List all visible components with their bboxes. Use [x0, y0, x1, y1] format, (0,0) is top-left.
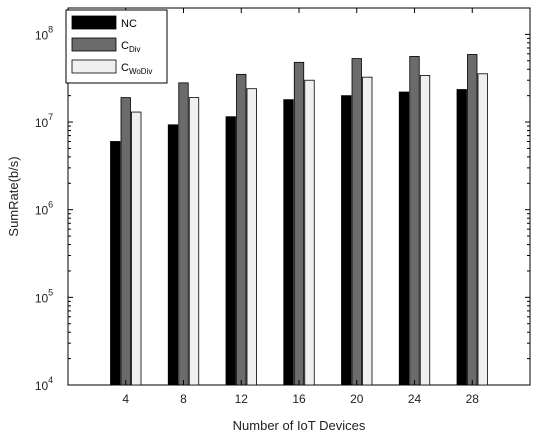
x-tick-label: 8 — [180, 392, 187, 406]
bar — [188, 97, 200, 386]
x-tick-label: 28 — [466, 392, 480, 406]
bar — [131, 111, 142, 386]
x-axis-label: Number of IoT Devices — [233, 418, 366, 433]
x-tick-label: 16 — [292, 392, 306, 406]
legend-swatch — [71, 15, 117, 30]
legend: NC CDiv CWoDiv — [65, 9, 168, 84]
legend-swatch — [71, 37, 117, 52]
bar — [236, 73, 247, 386]
y-tick-label: 105 — [35, 287, 53, 305]
legend-label: NC — [121, 18, 137, 30]
bars — [110, 54, 488, 386]
bar — [456, 89, 467, 386]
bar — [398, 91, 410, 386]
legend-label: CDiv — [121, 40, 141, 54]
y-tick-label: 107 — [35, 112, 53, 130]
bar — [351, 58, 362, 386]
x-tick-label: 20 — [350, 392, 364, 406]
bar — [419, 75, 431, 386]
bar — [293, 61, 305, 386]
bar — [467, 54, 478, 386]
bar — [409, 56, 420, 386]
y-tick-label: 104 — [35, 375, 53, 393]
bar — [246, 88, 257, 386]
legend-swatch — [71, 59, 117, 74]
bar — [362, 76, 373, 386]
y-axis-ticks: 104 105 106 107 108 — [35, 7, 530, 393]
bar — [110, 141, 121, 386]
bar — [120, 97, 131, 386]
x-axis-ticks: 4 8 12 16 20 24 28 — [122, 8, 479, 406]
bar — [341, 95, 352, 386]
bar — [283, 99, 294, 386]
y-tick-label: 108 — [35, 24, 53, 42]
x-tick-label: 24 — [408, 392, 422, 406]
x-tick-label: 12 — [235, 392, 249, 406]
y-tick-label: 106 — [35, 200, 53, 218]
y-axis-label: SumRate(b/s) — [6, 156, 21, 236]
bar — [178, 82, 189, 386]
bar — [477, 73, 488, 386]
legend-label: CWoDiv — [121, 62, 152, 76]
x-tick-label: 4 — [122, 392, 129, 406]
bar — [225, 116, 236, 386]
bar — [167, 124, 179, 386]
bar — [304, 79, 315, 386]
